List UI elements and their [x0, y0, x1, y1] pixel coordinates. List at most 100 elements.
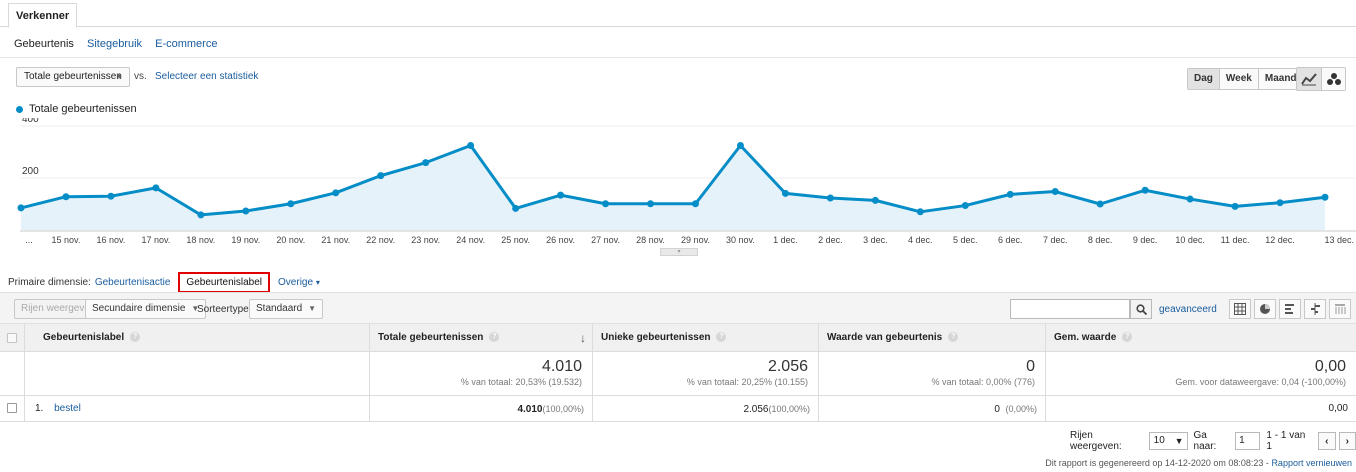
row-value-cell: 0 (0,00%) [818, 396, 1045, 422]
data-point [781, 189, 789, 197]
x-tick-label: 8 dec. [1088, 235, 1113, 245]
row-unique-value: 2.056 [743, 404, 769, 415]
search-button[interactable] [1130, 299, 1152, 319]
tab-explorer[interactable]: Verkenner [8, 3, 78, 28]
metric-group-nav: Gebeurtenis Sitegebruik E-commerce [14, 38, 227, 50]
event-value-share: % van totaal: 0,00% (776) [931, 377, 1035, 387]
motion-chart-button[interactable] [1321, 68, 1345, 90]
sort-type-select[interactable]: Standaard ▼ [249, 299, 324, 319]
x-tick-label: ... [25, 235, 33, 245]
plot-rows-button[interactable]: Rijen weergeven [14, 299, 103, 319]
view-pivot-button[interactable] [1329, 299, 1351, 319]
bar-list-icon [1285, 304, 1294, 314]
compare-metric-link[interactable]: Selecteer een statistiek [155, 71, 259, 82]
help-icon[interactable]: ? [130, 332, 141, 343]
data-point [871, 196, 879, 204]
comparison-icon [1311, 303, 1320, 315]
search-icon [1135, 303, 1147, 315]
col-avg-value-text: Gem. waarde [1054, 332, 1117, 343]
col-event-value[interactable]: Waarde van gebeurtenis? [818, 324, 1045, 352]
x-tick-label: 21 nov. [321, 235, 350, 245]
advanced-filter-link[interactable]: geavanceerd [1159, 304, 1217, 315]
x-tick-label: 3 dec. [863, 235, 888, 245]
row-unique-cell: 2.056(100,00%) [592, 396, 818, 422]
row-total-pct: (100,00%) [542, 404, 584, 414]
sort-down-arrow-icon: ↓ [580, 331, 586, 345]
line-chart-button[interactable] [1297, 68, 1321, 90]
subnav-ecommerce[interactable]: E-commerce [155, 38, 218, 50]
row-checkbox[interactable] [7, 403, 17, 413]
col-unique-events[interactable]: Unieke gebeurtenissen? [592, 324, 818, 352]
dimension-other-label: Overige [278, 277, 314, 288]
subnav-event[interactable]: Gebeurtenis [14, 38, 74, 50]
legend-label: Totale gebeurtenissen [29, 103, 137, 115]
help-icon[interactable]: ? [489, 332, 500, 343]
secondary-dimension-select[interactable]: Secundaire dimensie ▼ [85, 299, 207, 319]
y-tick-label: 200 [22, 166, 39, 177]
x-tick-label: 6 dec. [998, 235, 1023, 245]
view-comparison-button[interactable] [1304, 299, 1326, 319]
period-week-button[interactable]: Week [1218, 69, 1258, 89]
x-tick-label: 24 nov. [456, 235, 485, 245]
dimension-other[interactable]: Overige ▾ [278, 277, 320, 288]
x-tick-label: 16 nov. [97, 235, 126, 245]
metric-select[interactable]: Totale gebeurtenissen ▼ [16, 67, 130, 87]
avg-value-summary: 0,00 Gem. voor dataweergave: 0,04 (-100,… [1045, 352, 1356, 396]
data-point [512, 204, 520, 212]
event-value-summary: 0 % van totaal: 0,00% (776) [818, 352, 1045, 396]
help-icon[interactable]: ? [948, 332, 959, 343]
line-chart-icon [1301, 73, 1317, 86]
x-tick-label: 20 nov. [276, 235, 305, 245]
x-tick-label: 15 nov. [52, 235, 81, 245]
legend-swatch [16, 105, 23, 113]
x-tick-label: 27 nov. [591, 235, 620, 245]
chart-legend: Totale gebeurtenissen [16, 103, 137, 115]
rows-per-page-value: 10 [1153, 435, 1165, 446]
next-page-button[interactable]: › [1338, 432, 1356, 450]
data-point [1186, 195, 1194, 203]
data-point [1321, 193, 1329, 201]
dimension-event-label[interactable]: Gebeurtenislabel [178, 272, 271, 293]
row-total-value: 4.010 [517, 404, 543, 415]
data-point [62, 193, 70, 201]
series-area [21, 145, 1325, 230]
row-index: 1. [35, 403, 44, 414]
row-avg-value: 0,00 [1328, 403, 1348, 414]
view-data-button[interactable] [1229, 299, 1251, 319]
col-avg-value[interactable]: Gem. waarde? [1045, 324, 1356, 352]
chart-resize-handle[interactable]: ▾ [660, 248, 698, 256]
select-all-checkbox[interactable] [7, 333, 17, 343]
help-icon[interactable]: ? [1122, 332, 1133, 343]
period-month-button[interactable]: Maand [1257, 69, 1303, 89]
chevron-down-icon: ▾ [315, 278, 320, 287]
period-toggle: Dag Week Maand [1187, 68, 1304, 90]
data-point [602, 200, 610, 208]
total-events-share: % van totaal: 20,53% (19.532) [460, 377, 582, 387]
dimension-event-action[interactable]: Gebeurtenisactie [94, 277, 171, 288]
data-point [1231, 202, 1239, 210]
series-line [20, 144, 1326, 217]
data-point [1141, 186, 1149, 194]
data-point [287, 200, 295, 208]
col-total-events[interactable]: Totale gebeurtenissen? ↓ [369, 324, 592, 352]
data-point [691, 200, 699, 208]
row-label-link[interactable]: bestel [54, 403, 81, 414]
table-row: 1. bestel 4.010(100,00%) 2.056(100,00%) … [0, 396, 1356, 422]
event-value-value: 0 [1026, 358, 1035, 375]
col-event-label[interactable]: Gebeurtenislabel? [24, 324, 369, 352]
sort-type-label: Sorteertype: [197, 304, 252, 315]
subnav-site-usage[interactable]: Sitegebruik [87, 38, 143, 50]
help-icon[interactable]: ? [716, 332, 727, 343]
goto-page-input[interactable]: 1 [1235, 432, 1261, 450]
rows-per-page-select[interactable]: 10 ▼ [1148, 432, 1188, 450]
prev-page-button[interactable]: ‹ [1318, 432, 1336, 450]
period-day-button[interactable]: Dag [1188, 69, 1219, 89]
data-point [1096, 200, 1104, 208]
refresh-report-link[interactable]: Rapport vernieuwen [1271, 458, 1352, 468]
view-performance-button[interactable] [1279, 299, 1301, 319]
table-search-input[interactable] [1010, 299, 1130, 319]
table-toolbar: Rijen weergeven Secundaire dimensie ▼ Sor… [0, 292, 1356, 324]
x-tick-label: 30 nov. [726, 235, 755, 245]
view-percentage-button[interactable] [1254, 299, 1276, 319]
pie-chart-icon [1260, 304, 1270, 314]
